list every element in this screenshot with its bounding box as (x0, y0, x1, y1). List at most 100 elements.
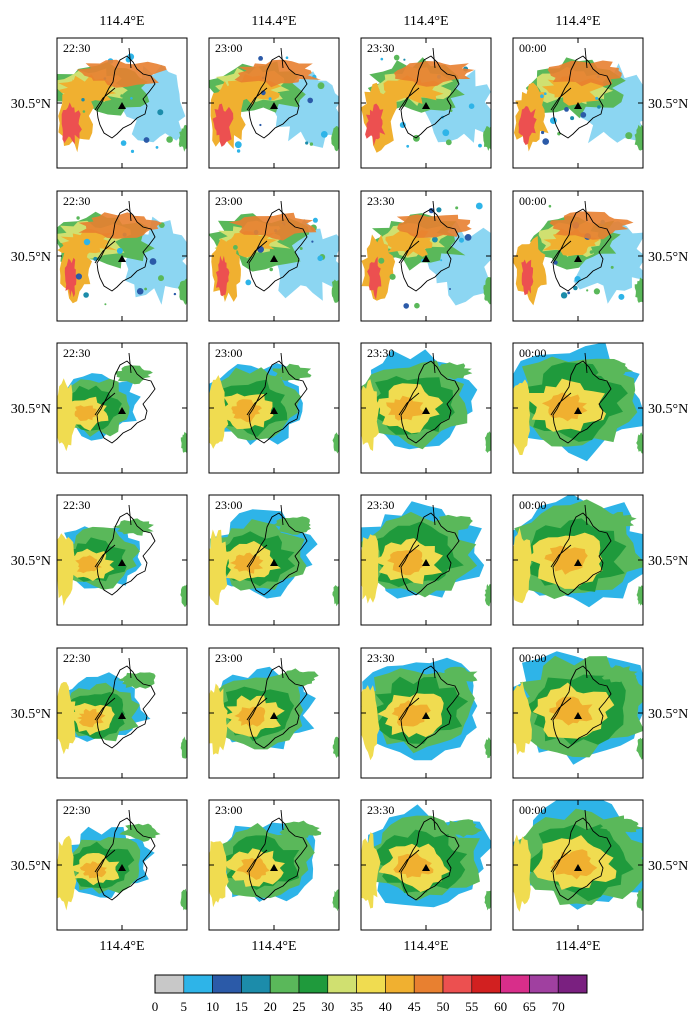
map-panel-r6-c1: 22:30 (56, 799, 188, 931)
panel-time-label: 00:00 (519, 803, 546, 817)
station-triangle-icon (574, 255, 582, 262)
station-triangle-icon (574, 864, 582, 871)
panel-time-label: 22:30 (63, 194, 90, 208)
colorbar-tick-label: 55 (465, 999, 478, 1014)
colorbar-tick-label: 10 (206, 999, 219, 1014)
city-boundary-outline (94, 657, 156, 749)
city-boundary-outline (94, 809, 156, 901)
station-triangle-icon (118, 255, 126, 262)
colorbar-bin-10 (442, 974, 473, 994)
colorbar-bin-4 (269, 974, 300, 994)
colorbar: 0 5 10 15 20 25 30 35 40 45 50 55 60 65 70 (152, 974, 588, 1014)
colorbar-tick-label: 25 (293, 999, 306, 1014)
city-boundary-outline (94, 47, 156, 139)
station-triangle-icon (422, 255, 430, 262)
panel-time-label: 00:00 (519, 41, 546, 55)
colorbar-bin-7 (356, 974, 386, 994)
lat-label-left: 30.5°N (11, 250, 51, 265)
station-triangle-icon (422, 407, 430, 414)
station-triangle-icon (422, 864, 430, 871)
city-boundary-outline (398, 47, 460, 139)
panel-time-label: 23:00 (215, 498, 242, 512)
panel-time-label: 23:30 (367, 41, 394, 55)
panel-time-label: 22:30 (63, 651, 90, 665)
reflectivity-field (209, 56, 339, 153)
lat-label-right: 30.5°N (648, 97, 688, 112)
city-boundary-outline (94, 352, 156, 444)
panel-time-label: 00:00 (519, 346, 546, 360)
city-boundary-outline (550, 352, 612, 444)
colorbar-bin-0 (154, 974, 185, 994)
city-boundary-outline (246, 200, 308, 292)
panel-time-label: 23:30 (367, 803, 394, 817)
colorbar-bin-9 (413, 974, 444, 994)
colorbar-bin-13 (529, 974, 559, 994)
reflectivity-field (514, 57, 643, 152)
panel-time-label: 23:30 (367, 346, 394, 360)
lat-label-left: 30.5°N (11, 402, 51, 417)
panel-time-label: 23:00 (215, 346, 242, 360)
colorbar-tick-label: 35 (350, 999, 363, 1014)
colorbar-bin-6 (327, 974, 357, 994)
lon-label-bottom: 114.4°E (251, 939, 296, 954)
station-triangle-icon (270, 559, 278, 566)
reflectivity-field (209, 212, 339, 303)
lon-label-bottom: 114.4°E (403, 939, 448, 954)
city-boundary-outline (398, 352, 460, 444)
map-panel-r2-c3: 23:30 (360, 190, 492, 322)
reflectivity-field (57, 211, 187, 306)
colorbar-bin-8 (385, 974, 415, 994)
panel-time-label: 23:00 (215, 41, 242, 55)
lat-label-left: 30.5°N (11, 707, 51, 722)
station-triangle-icon (118, 102, 126, 109)
lat-label-left: 30.5°N (11, 554, 51, 569)
reflectivity-field (513, 800, 643, 912)
station-triangle-icon (270, 407, 278, 414)
panel-time-label: 23:30 (367, 194, 394, 208)
colorbar-tick-label: 65 (523, 999, 536, 1014)
reflectivity-field (361, 349, 491, 453)
colorbar-tick-label: 60 (494, 999, 507, 1014)
map-panel-r2-c2: 23:00 (208, 190, 340, 322)
city-boundary-outline (550, 504, 612, 596)
map-panel-r3-c4: 00:00 (512, 342, 644, 474)
map-panel-r4-c3: 23:30 (360, 494, 492, 626)
panel-time-label: 23:30 (367, 651, 394, 665)
station-triangle-icon (574, 559, 582, 566)
station-triangle-icon (270, 712, 278, 719)
city-boundary-outline (398, 809, 460, 901)
lon-label-top: 114.4°E (555, 14, 600, 29)
station-triangle-icon (270, 255, 278, 262)
city-boundary-outline (398, 504, 460, 596)
map-panel-r6-c3: 23:30 (360, 799, 492, 931)
map-panel-r1-c1: 22:30 (56, 37, 188, 169)
map-panel-r2-c1: 22:30 (56, 190, 188, 322)
map-panel-r1-c3: 23:30 (360, 37, 492, 169)
reflectivity-field (361, 54, 491, 153)
station-triangle-icon (118, 559, 126, 566)
map-panel-r4-c2: 23:00 (208, 494, 340, 626)
map-panel-r1-c2: 23:00 (208, 37, 340, 169)
colorbar-tick-label: 20 (264, 999, 277, 1014)
colorbar-bin-14 (557, 974, 588, 994)
colorbar-tick-label: 45 (408, 999, 421, 1014)
city-boundary-outline (94, 504, 156, 596)
city-boundary-outline (550, 47, 612, 139)
station-triangle-icon (118, 864, 126, 871)
map-panel-r5-c4: 00:00 (512, 647, 644, 779)
colorbar-bin-5 (298, 974, 329, 994)
colorbar-tick-label: 50 (437, 999, 450, 1014)
lat-label-right: 30.5°N (648, 250, 688, 265)
station-triangle-icon (270, 864, 278, 871)
map-panel-r4-c4: 00:00 (512, 494, 644, 626)
city-boundary-outline (550, 809, 612, 901)
panel-time-label: 22:30 (63, 346, 90, 360)
map-panel-r5-c1: 22:30 (56, 647, 188, 779)
map-panel-r3-c3: 23:30 (360, 342, 492, 474)
colorbar-tick-label: 5 (181, 999, 188, 1014)
colorbar-bin-1 (183, 974, 213, 994)
panel-time-label: 23:00 (215, 651, 242, 665)
colorbar-bin-11 (471, 974, 501, 994)
panel-time-label: 00:00 (519, 651, 546, 665)
city-boundary-outline (398, 200, 460, 292)
